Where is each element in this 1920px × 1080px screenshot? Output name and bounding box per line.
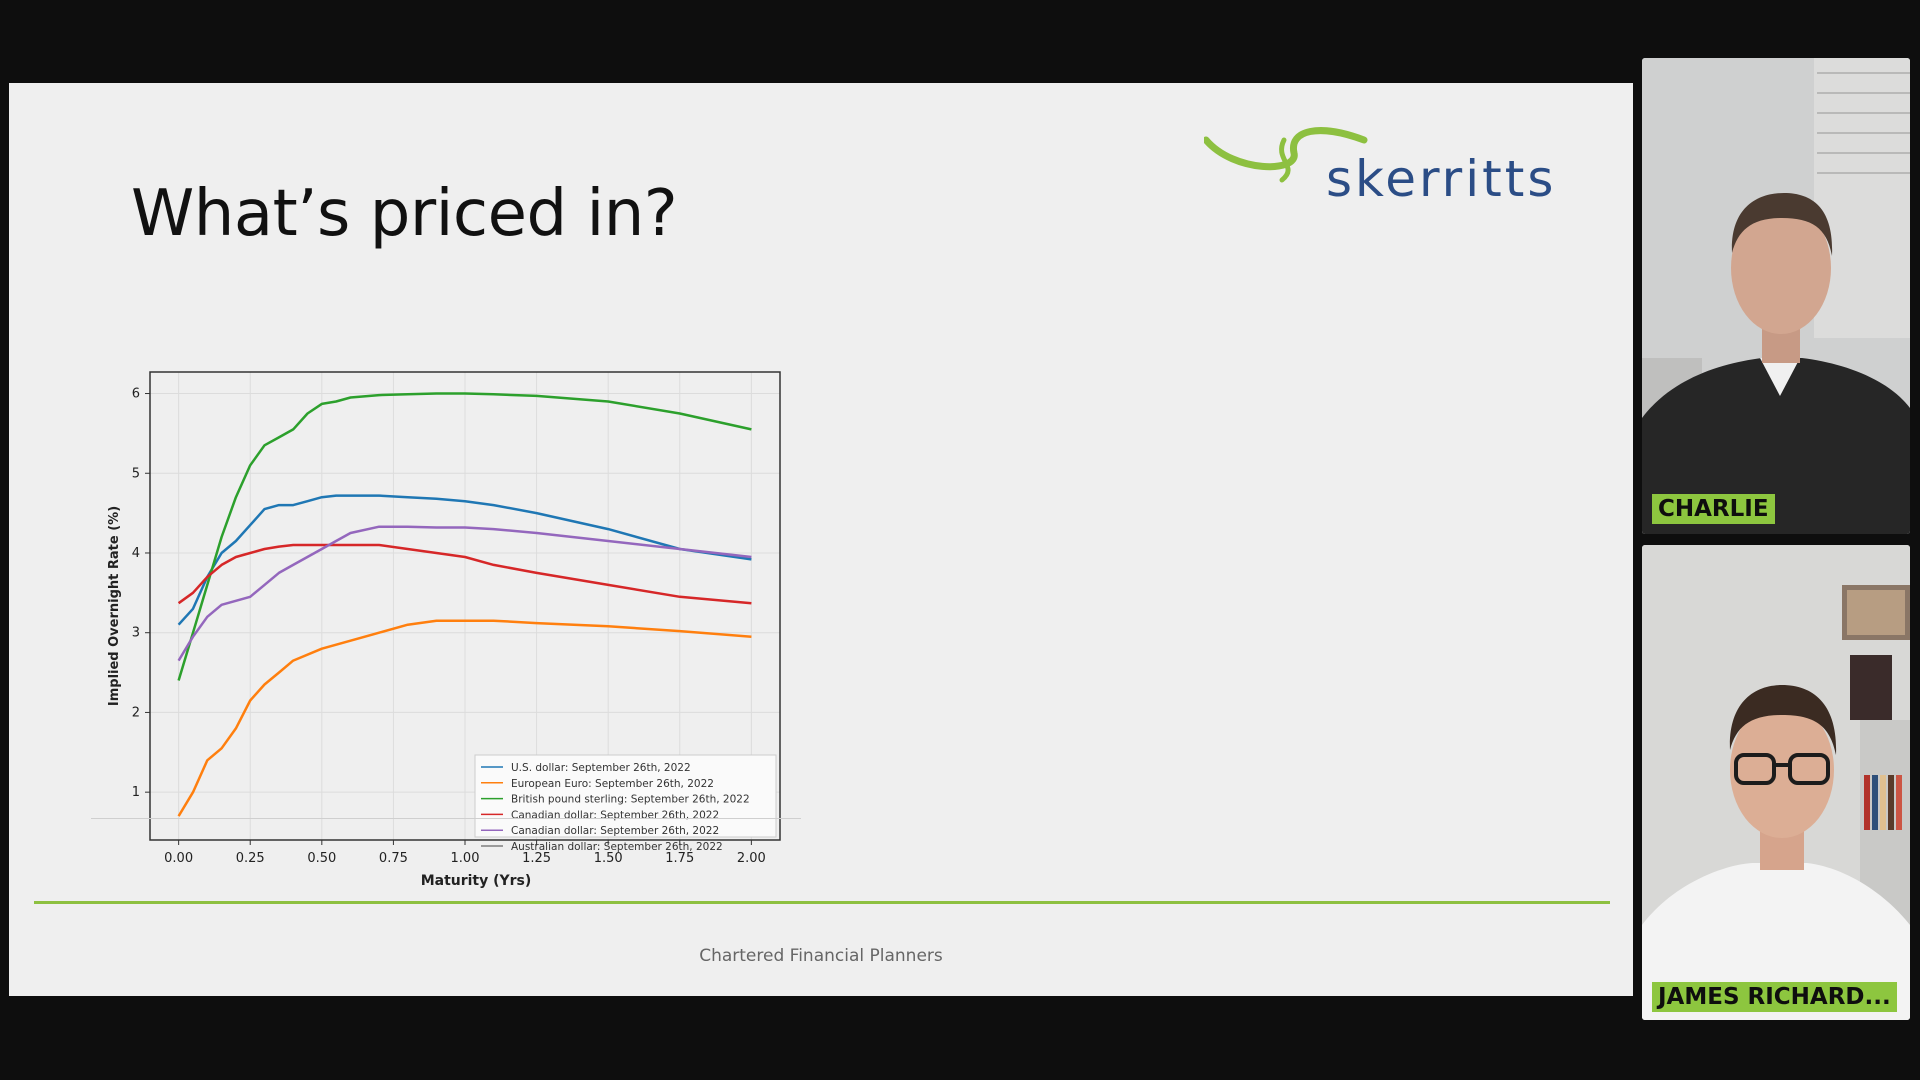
legend-entry: Canadian dollar: September 26th, 2022 (511, 825, 719, 837)
y-tick-label: 6 (132, 387, 140, 402)
rate-chart: 0.00 0.25 0.50 0.75 1.00 1.25 1.50 1.75 2.00 1 2 3 4… (107, 371, 781, 889)
participant-name-tag: CHARLIE (1652, 494, 1775, 524)
x-tick-label: 0.00 (164, 851, 193, 866)
participant-video-charlie (1642, 58, 1910, 534)
x-axis-label: Maturity (Yrs) (421, 873, 532, 889)
x-tick-label: 0.25 (236, 851, 265, 866)
participant-tile-charlie[interactable]: CHARLIE (1642, 58, 1910, 534)
series-line-1 (177, 619, 752, 817)
logo-swoosh-icon (1204, 127, 1368, 183)
chart-divider (91, 818, 801, 819)
series-line-2 (177, 392, 752, 681)
series-line-0 (177, 494, 752, 626)
legend-entry: U.S. dollar: September 26th, 2022 (511, 762, 691, 774)
skerritts-logo: skerritts (1204, 118, 1624, 228)
series-line-3 (177, 543, 752, 605)
legend-entry: British pound sterling: September 26th, … (511, 794, 750, 806)
x-tick-label: 0.50 (307, 851, 336, 866)
legend-box (474, 754, 777, 838)
participant-name-tag: JAMES RICHARD... (1652, 982, 1897, 1012)
x-tick-label: 2.00 (737, 851, 766, 866)
series-line-4 (177, 525, 752, 662)
slide-footer: Chartered Financial Planners (699, 946, 943, 966)
x-tick-label: 1.50 (594, 851, 623, 866)
participant-video-james (1642, 545, 1910, 1020)
y-tick-label: 1 (132, 785, 140, 800)
chart-container: 0.00 0.25 0.50 0.75 1.00 1.25 1.50 1.75 2.00 1 2 3 4… (89, 273, 809, 908)
chart-legend: U.S. dollar: September 26th, 2022 Europea… (474, 754, 777, 853)
x-tick-label: 0.75 (379, 851, 408, 866)
x-tick-label: 1.75 (665, 851, 694, 866)
y-tick-label: 5 (132, 466, 140, 481)
y-axis-label: Implied Overnight Rate (%) (107, 506, 122, 706)
legend-entry: Australian dollar: September 26th, 2022 (511, 841, 723, 853)
participant-tile-james[interactable]: JAMES RICHARD... (1642, 545, 1910, 1020)
legend-entry: European Euro: September 26th, 2022 (511, 778, 714, 790)
y-tick-label: 4 (132, 546, 140, 561)
x-tick-label: 1.00 (451, 851, 480, 866)
legend-entry: Canadian dollar: September 26th, 2022 (511, 809, 719, 821)
y-tick-label: 3 (132, 626, 140, 641)
logo-text: skerritts (1326, 150, 1557, 208)
presentation-slide: What’s priced in? skerritts 0.00 0.25 0.50… (9, 83, 1633, 996)
slide-title: What’s priced in? (131, 177, 678, 251)
y-tick-label: 2 (132, 705, 140, 720)
x-tick-label: 1.25 (522, 851, 551, 866)
footer-rule (34, 901, 1610, 904)
